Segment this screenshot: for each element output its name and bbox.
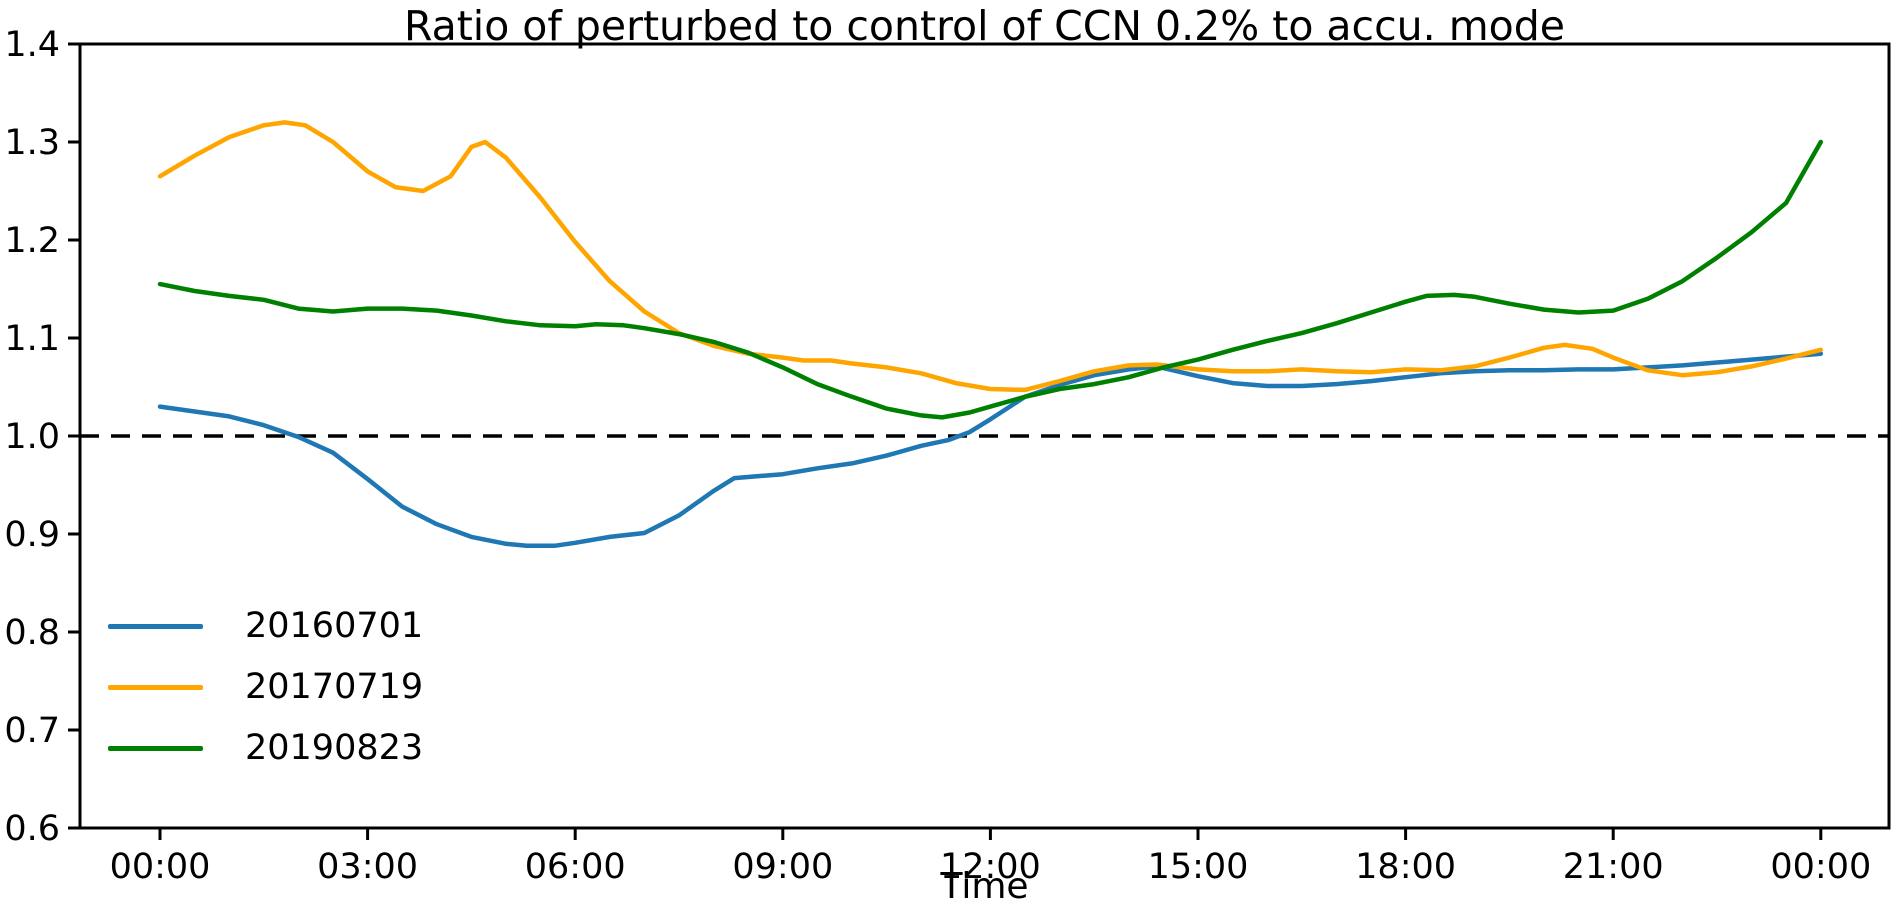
x-tick-label: 12:00 (940, 847, 1041, 887)
y-tick-label: 0.7 (4, 711, 60, 751)
y-tick-label: 1.0 (4, 417, 60, 457)
series-line-20190823 (157, 139, 1824, 420)
legend-label: 20170719 (245, 667, 424, 707)
x-tick-label: 09:00 (732, 847, 833, 887)
series-line-20170719 (157, 120, 1824, 393)
y-tick-label: 0.6 (4, 809, 60, 849)
x-tick-label: 18:00 (1355, 847, 1456, 887)
x-tick-label: 15:00 (1148, 847, 1249, 887)
legend: 20160701 20170719 20190823 (108, 596, 423, 779)
x-tick-label: 03:00 (317, 847, 418, 887)
legend-label: 20190823 (245, 728, 424, 768)
legend-line-swatch (108, 685, 203, 690)
y-tick-label: 0.8 (4, 613, 60, 653)
x-tick-label: 21:00 (1563, 847, 1664, 887)
chart-title: Ratio of perturbed to control of CCN 0.2… (404, 2, 1565, 50)
y-tick-label: 1.2 (4, 221, 60, 261)
y-tick-label: 0.9 (4, 515, 60, 555)
y-tick-label: 1.4 (4, 25, 60, 65)
y-tick-label: 1.3 (4, 123, 60, 163)
x-tick-label: 00:00 (110, 847, 211, 887)
legend-item: 20170719 (108, 657, 423, 718)
x-tick-label: 06:00 (525, 847, 626, 887)
legend-line-swatch (108, 624, 203, 629)
legend-label: 20160701 (245, 606, 424, 646)
legend-item: 20160701 (108, 596, 423, 657)
x-axis-label: Time (940, 866, 1029, 907)
x-tick-label: 00:00 (1770, 847, 1871, 887)
y-tick-label: 1.1 (4, 319, 60, 359)
legend-line-swatch (108, 746, 203, 751)
legend-item: 20190823 (108, 718, 423, 779)
series-line-20160701 (157, 351, 1824, 549)
